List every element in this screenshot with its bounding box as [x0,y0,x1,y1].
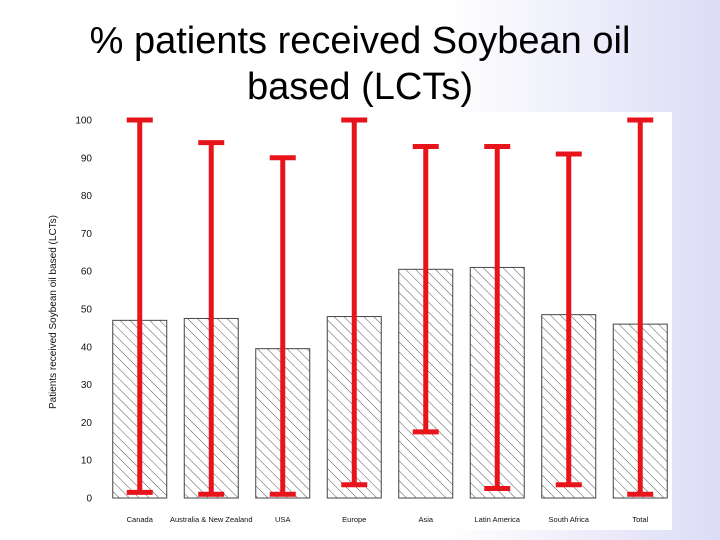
error-bar [126,117,153,495]
y-tick-label: 80 [81,191,93,202]
error-bar [198,140,225,497]
slide-title-line2: based (LCTs) [247,66,473,108]
error-bar [269,155,296,497]
x-tick-labels: Canada Australia & New Zealand USA Europe As… [127,515,649,524]
x-tick-label: South Africa [549,515,590,524]
y-tick-label: 0 [86,494,92,505]
y-tick-label: 10 [81,456,93,467]
error-bar [555,151,582,488]
bar-series [112,266,668,499]
bar-chart: 0 10 20 30 40 50 60 70 80 90 100 Canada Australia &… [48,116,668,524]
y-tick-label: 100 [75,116,92,127]
error-bar [412,143,439,435]
y-tick-label: 30 [81,380,93,391]
x-tick-label: Canada [127,515,154,524]
error-bar [341,117,368,488]
y-tick-label: 90 [81,153,93,164]
error-bar [484,143,511,492]
x-tick-label: Asia [418,515,433,524]
x-tick-label: USA [275,515,290,524]
y-tick-label: 40 [81,342,93,353]
y-tick-label: 60 [81,267,93,278]
y-tick-label: 50 [81,305,93,316]
error-bar-series [126,117,654,497]
x-tick-label: Europe [342,515,366,524]
y-axis: 0 10 20 30 40 50 60 70 80 90 100 [75,116,92,505]
y-axis-label: Patients received Soybean oil based (LCT… [48,215,59,409]
x-tick-label: Total [632,515,648,524]
slide-title-line1: % patients received Soybean oil [89,20,631,62]
y-tick-label: 20 [81,418,93,429]
x-tick-label: Latin America [475,515,521,524]
slide-title: % patients received Soybean oil based (L… [60,18,660,110]
x-tick-label: Australia & New Zealand [170,515,253,524]
error-bar [627,117,654,497]
chart-panel: 0 10 20 30 40 50 60 70 80 90 100 Canada Australia &… [40,112,672,530]
y-tick-label: 70 [81,229,93,240]
